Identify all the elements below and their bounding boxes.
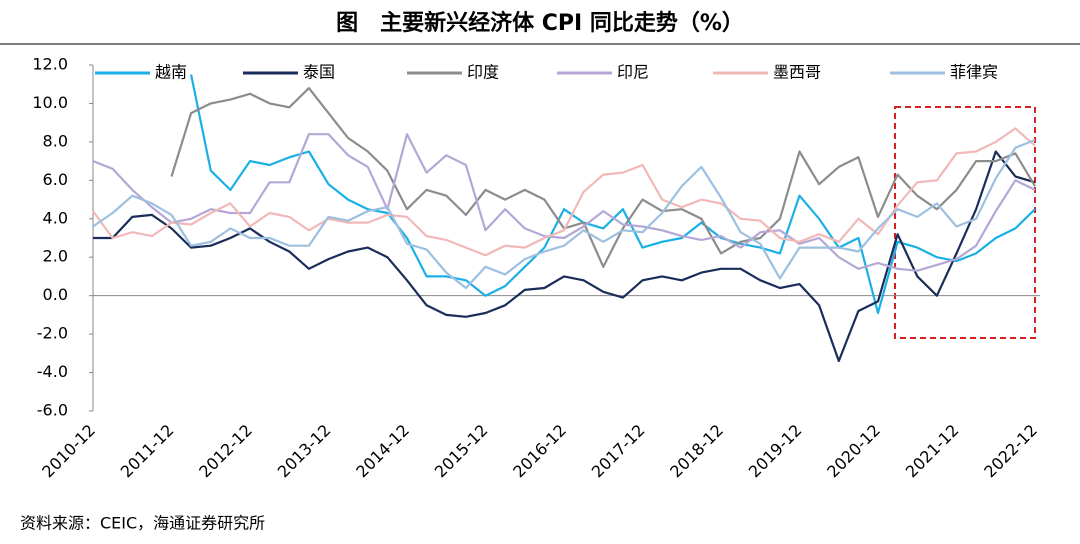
y-tick-label: 6.0 bbox=[43, 170, 68, 189]
series-line bbox=[92, 133, 1036, 272]
y-tick-label: -6.0 bbox=[37, 401, 68, 420]
chart-title: 图 主要新兴经济体 CPI 同比走势（%） bbox=[336, 10, 744, 36]
y-tick-label: 10.0 bbox=[32, 93, 68, 112]
series-line bbox=[93, 150, 1036, 363]
x-tick-label: 2012-12 bbox=[195, 421, 256, 482]
legend-label: 墨西哥 bbox=[773, 63, 821, 82]
x-tick-label: 2020-12 bbox=[823, 421, 884, 482]
legend-label: 印尼 bbox=[617, 63, 649, 82]
x-tick-label: 2015-12 bbox=[431, 421, 492, 482]
y-tick-label: 0.0 bbox=[43, 285, 68, 304]
series-line bbox=[170, 87, 1036, 268]
x-tick-label: 2019-12 bbox=[745, 421, 806, 482]
x-tick-label: 2016-12 bbox=[509, 421, 570, 482]
x-tick-label: 2014-12 bbox=[352, 421, 413, 482]
legend-label: 菲律宾 bbox=[950, 63, 998, 82]
source-note: 资料来源：CEIC，海通证券研究所 bbox=[20, 514, 265, 533]
x-tick-label: 2010-12 bbox=[38, 421, 99, 482]
x-tick-label: 2011-12 bbox=[117, 421, 178, 482]
x-tick-label: 2022-12 bbox=[980, 421, 1041, 482]
y-tick-label: -4.0 bbox=[37, 362, 68, 381]
x-tick-label: 2017-12 bbox=[588, 421, 649, 482]
y-tick-label: 2.0 bbox=[43, 247, 68, 266]
highlight-box bbox=[894, 106, 1036, 339]
x-tick-label: 2018-12 bbox=[666, 421, 727, 482]
legend-label: 印度 bbox=[467, 63, 499, 82]
series-line bbox=[92, 127, 1036, 257]
y-tick-label: 8.0 bbox=[43, 131, 68, 150]
legend-label: 泰国 bbox=[303, 63, 335, 82]
x-tick-label: 2013-12 bbox=[274, 421, 335, 482]
x-tick-label: 2021-12 bbox=[902, 421, 963, 482]
legend-label: 越南 bbox=[155, 63, 187, 82]
y-tick-label: 4.0 bbox=[43, 208, 68, 227]
y-tick-label: -2.0 bbox=[37, 324, 68, 343]
series-line bbox=[92, 138, 1036, 290]
y-tick-label: 12.0 bbox=[32, 55, 68, 74]
